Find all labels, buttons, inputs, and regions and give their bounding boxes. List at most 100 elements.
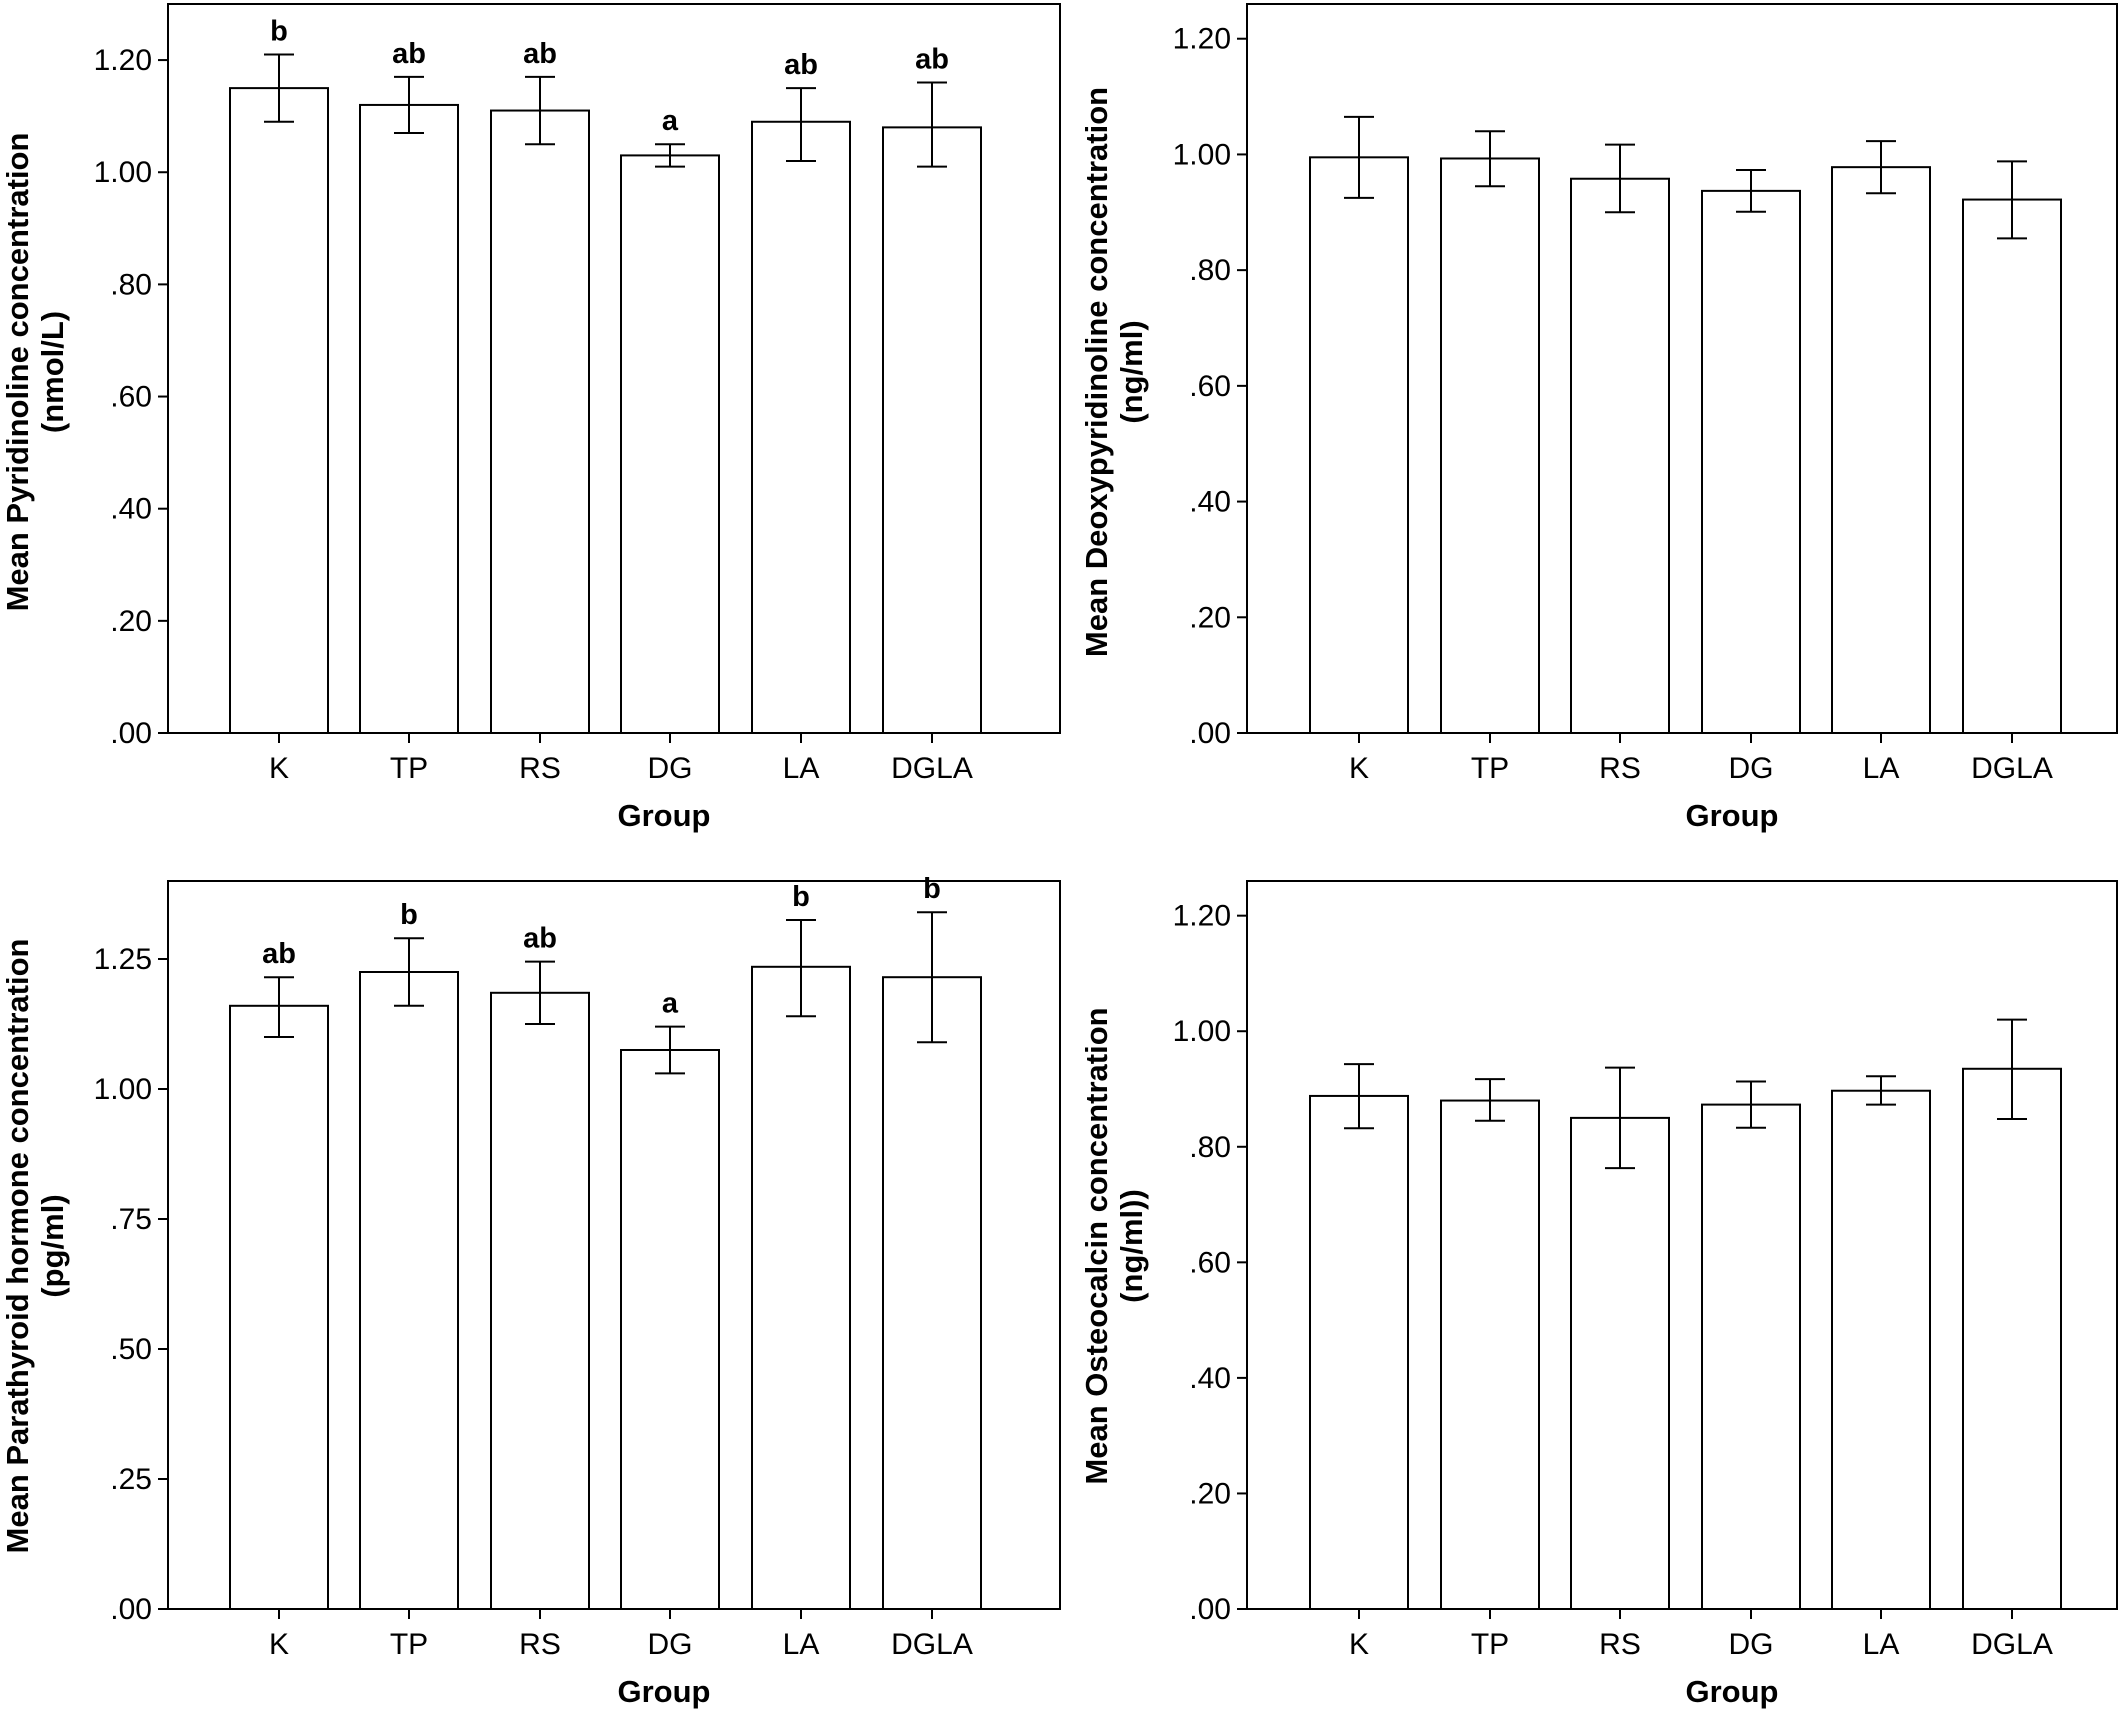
y-tick-label: 1.25	[94, 943, 152, 976]
x-tick-label-dg: DG	[1729, 752, 1774, 785]
x-tick-label-tp: TP	[390, 1628, 428, 1661]
x-tick-label-la: LA	[783, 752, 820, 785]
bar-k	[229, 87, 329, 735]
x-tick-label-dgla: DGLA	[891, 1628, 973, 1661]
bar-k	[1309, 156, 1409, 735]
bar-dg	[1701, 1103, 1801, 1610]
significance-label-tp: ab	[392, 38, 426, 70]
bar-dgla	[1962, 198, 2062, 735]
y-tick-label: .20	[110, 605, 152, 638]
y-tick-label: .60	[1189, 370, 1231, 403]
significance-label-rs: ab	[523, 923, 557, 955]
x-tick-label-tp: TP	[1471, 1628, 1509, 1661]
bar-dgla	[1962, 1067, 2062, 1611]
y-tick-label: .20	[1189, 1477, 1231, 1510]
significance-label-k: b	[270, 15, 288, 47]
y-tick-label: .60	[1189, 1246, 1231, 1279]
x-tick-label-tp: TP	[1471, 752, 1509, 785]
y-tick-label: .20	[1189, 601, 1231, 634]
plot-frame	[1246, 880, 2118, 1610]
bar-la	[751, 965, 851, 1610]
significance-label-dg: a	[662, 988, 679, 1020]
bar-k	[1309, 1094, 1409, 1610]
plot-frame	[167, 880, 1061, 1610]
bar-la	[751, 120, 851, 734]
y-tick-label: .00	[1189, 1593, 1231, 1626]
x-axis-title: Group	[1686, 798, 1779, 833]
bar-la	[1831, 1089, 1931, 1610]
y-tick-label: .80	[1189, 1131, 1231, 1164]
significance-label-k: ab	[262, 938, 296, 970]
x-tick-label-dgla: DGLA	[1971, 752, 2053, 785]
significance-label-dgla: ab	[915, 44, 949, 76]
y-axis-title: Mean Parathyroid hormone concentration(p…	[0, 939, 70, 1554]
chart-panel-1: .00 .20 .40 .60 .80 1.00 1.20 Kb TP ab RS ab DG a LA ab…	[0, 3, 1061, 833]
x-tick-label-la: LA	[1863, 1628, 1900, 1661]
y-tick-label: .00	[110, 1593, 152, 1626]
x-axis-title: Group	[1686, 1674, 1779, 1709]
bar-k	[229, 1004, 329, 1610]
x-axis-title: Group	[618, 798, 711, 833]
y-axis-title-line2: (pg/ml)	[35, 1194, 70, 1297]
y-axis-title-line1: Mean Deoxypyridinoline concentration	[1079, 87, 1114, 657]
bar-rs	[490, 991, 590, 1610]
bar-tp	[1440, 1099, 1540, 1610]
x-tick-label-k: K	[269, 1628, 289, 1661]
y-axis-title-line1: Mean Pyridinoline concentration	[0, 133, 35, 612]
x-tick-label-rs: RS	[1599, 752, 1641, 785]
y-axis-title: Mean Osteocalcin concentration(ng/ml))	[1079, 1007, 1149, 1484]
y-tick-label: .40	[1189, 486, 1231, 519]
y-tick-label: .40	[110, 493, 152, 526]
x-tick-label-dgla: DGLA	[891, 752, 973, 785]
chart-panel-2: .00.20.40.60.801.001.20K TP RS DG LA DGLAGrou…	[1079, 3, 2118, 833]
x-axis-title: Group	[618, 1674, 711, 1709]
significance-label-dgla: b	[923, 873, 941, 905]
significance-label-la: ab	[784, 49, 818, 81]
x-tick-label-la: LA	[1863, 752, 1900, 785]
bar-rs	[1570, 177, 1670, 734]
bar-la	[1831, 166, 1931, 734]
bar-dgla	[882, 126, 982, 735]
bar-rs	[490, 109, 590, 735]
bar-dg	[620, 1049, 720, 1610]
x-tick-label-dg: DG	[648, 752, 693, 785]
bar-dg	[620, 154, 720, 734]
x-tick-label-rs: RS	[519, 1628, 561, 1661]
x-tick-label-la: LA	[783, 1628, 820, 1661]
bar-dgla	[882, 976, 982, 1610]
bar-tp	[359, 103, 459, 734]
y-axis-title-line1: Mean Parathyroid hormone concentration	[0, 939, 35, 1554]
chart-panel-4: .00.20.40.60.801.001.20K TP RS DG LA DGLAGrou…	[1079, 880, 2118, 1709]
y-axis-title-line2: (nmol/L)	[35, 311, 70, 433]
y-axis-title: Mean Deoxypyridinoline concentration(ng/…	[1079, 87, 1149, 657]
significance-label-la: b	[792, 881, 810, 913]
plot-frame	[167, 3, 1061, 734]
y-axis-title-line2: (ng/ml))	[1114, 1189, 1149, 1303]
x-tick-label-tp: TP	[390, 752, 428, 785]
y-tick-label: .40	[1189, 1362, 1231, 1395]
y-tick-label: 1.20	[1173, 900, 1231, 933]
significance-label-tp: b	[400, 899, 418, 931]
x-tick-label-dg: DG	[1729, 1628, 1774, 1661]
y-tick-label: 1.00	[94, 156, 152, 189]
x-tick-label-k: K	[269, 752, 289, 785]
y-tick-label: 1.20	[1173, 23, 1231, 56]
significance-label-dg: a	[662, 105, 679, 137]
y-tick-label: 1.00	[1173, 1015, 1231, 1048]
y-axis-title-line2: (ng/ml)	[1114, 320, 1149, 423]
y-tick-label: 1.20	[94, 44, 152, 77]
y-tick-label: .00	[110, 717, 152, 750]
y-tick-label: .80	[110, 268, 152, 301]
y-tick-label: .80	[1189, 254, 1231, 287]
x-tick-label-rs: RS	[1599, 1628, 1641, 1661]
chart-panel-3: .00 .25 .50 .75 1.00 1.25 Kab TP b RS ab DG a LA b DGLA…	[0, 873, 1061, 1709]
x-tick-label-dg: DG	[648, 1628, 693, 1661]
bar-dg	[1701, 189, 1801, 734]
y-axis-title: Mean Pyridinoline concentration(nmol/L)	[0, 133, 70, 612]
x-tick-label-dgla: DGLA	[1971, 1628, 2053, 1661]
x-tick-label-rs: RS	[519, 752, 561, 785]
x-tick-label-k: K	[1349, 752, 1369, 785]
plot-frame	[1246, 3, 2118, 734]
y-tick-label: 1.00	[94, 1073, 152, 1106]
